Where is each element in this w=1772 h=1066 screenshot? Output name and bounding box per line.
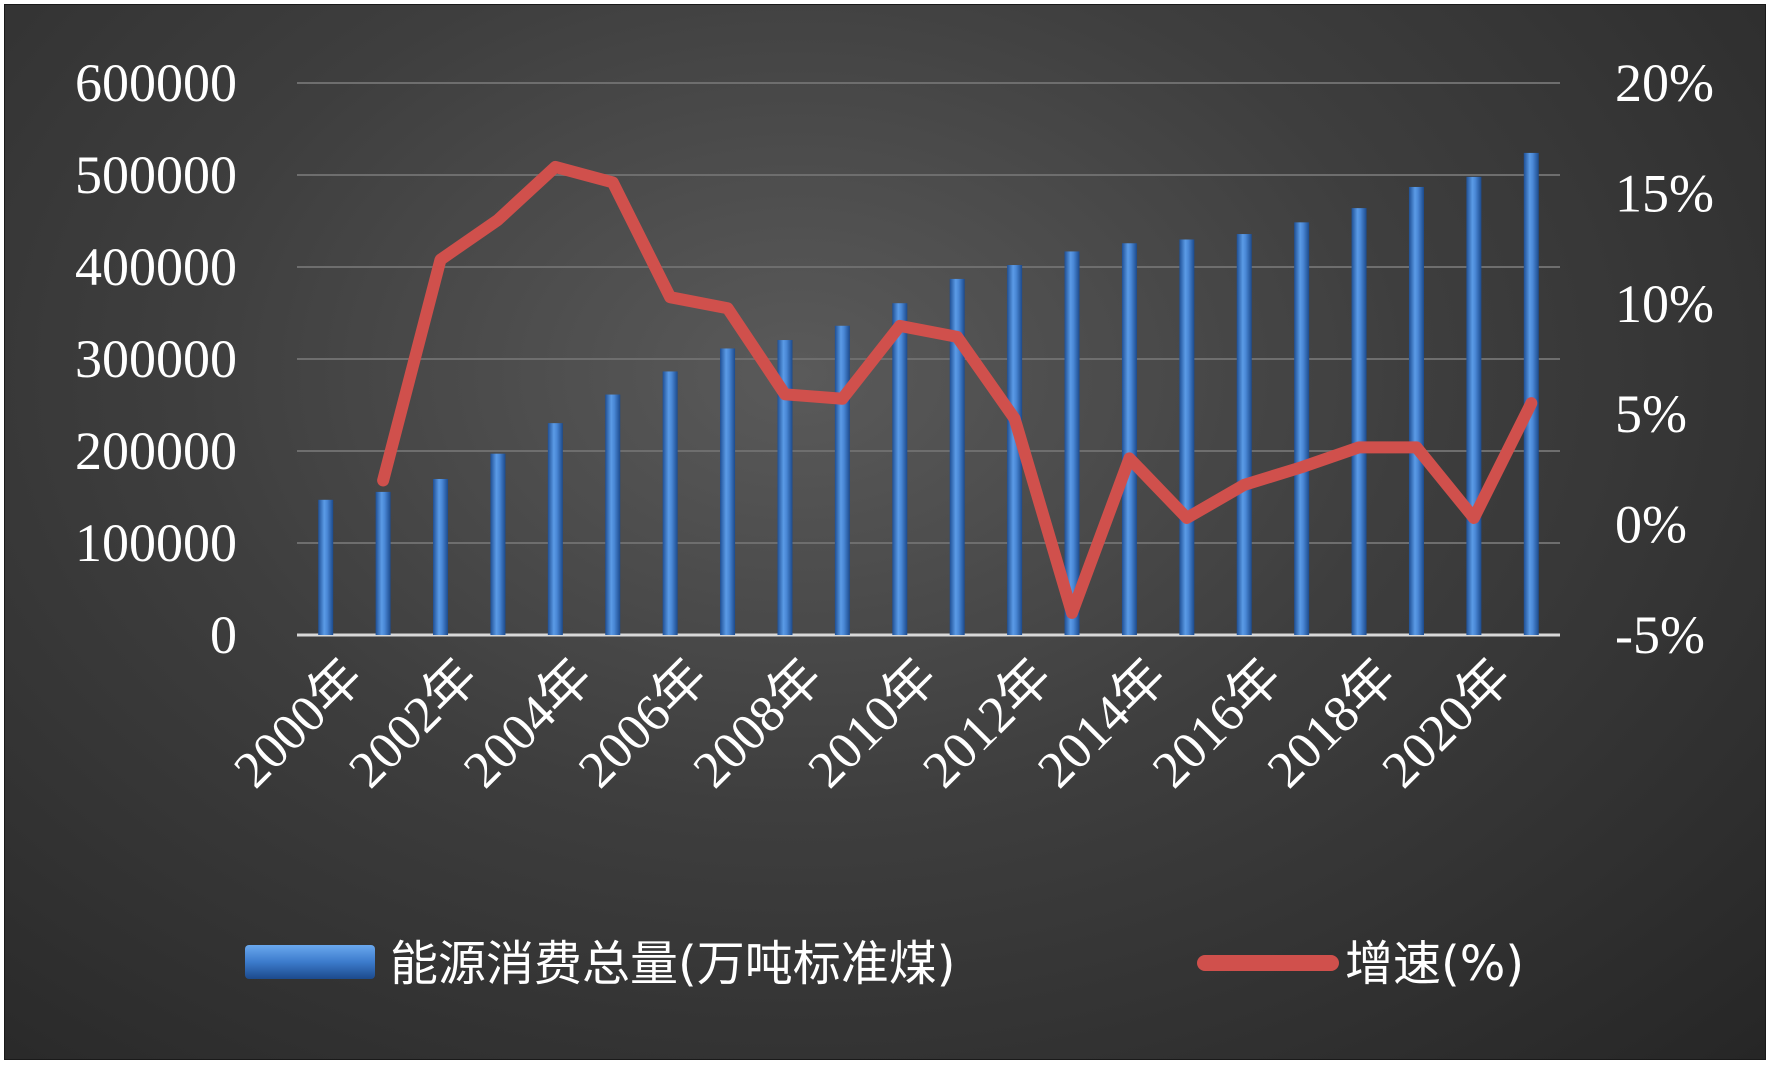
right-axis-tick-label: -5% [1615,605,1705,665]
bar-2016年 [1236,234,1252,636]
left-y-axis: 0 100000 200000 300000 400000 500000 600000 [75,53,237,665]
bar-2015年 [1179,239,1195,635]
bar-2009年 [834,325,850,635]
x-axis-tick-label: 2016年 [1142,648,1293,799]
bar-2019年 [1408,186,1424,635]
bar-2001年 [375,491,391,635]
x-axis: 2000年2002年2004年2006年2008年2010年2012年2014年… [224,648,1523,799]
x-axis-tick-label: 2002年 [338,648,489,799]
left-axis-tick-label: 600000 [75,53,237,113]
right-axis-tick-label: 15% [1615,163,1714,223]
x-axis-tick-label: 2014年 [1027,648,1178,799]
bar-2000年 [318,499,334,635]
chart-frame: 0 100000 200000 300000 400000 500000 600000 -5… [4,4,1766,1060]
left-axis-tick-label: 500000 [75,145,237,205]
bar-2017年 [1294,222,1310,635]
x-axis-tick-label: 2012年 [912,648,1063,799]
right-axis-tick-label: 5% [1615,384,1687,444]
bar-2002年 [433,478,449,635]
legend-line-label: 增速(%) [1345,936,1524,992]
left-axis-tick-label: 200000 [75,421,237,481]
left-axis-tick-label: 300000 [75,329,237,389]
x-axis-tick-label: 2000年 [224,648,375,799]
x-axis-tick-label: 2008年 [683,648,834,799]
x-axis-tick-label: 2018年 [1257,648,1408,799]
bar-2020年 [1466,176,1482,635]
left-axis-tick-label: 400000 [75,237,237,297]
bar-2011年 [949,278,965,635]
legend-bar-label: 能源消费总量(万吨标准煤) [390,936,955,992]
bar-2005年 [605,394,621,635]
bar-2018年 [1351,208,1367,635]
right-axis-tick-label: 0% [1615,495,1687,555]
x-axis-tick-label: 2010年 [798,648,949,799]
right-axis-tick-label: 20% [1615,53,1714,113]
legend: 能源消费总量(万吨标准煤) 增速(%) [245,936,1524,992]
bar-2012年 [1007,265,1023,635]
right-axis-tick-label: 10% [1615,274,1714,334]
x-axis-tick-label: 2004年 [453,648,604,799]
bar-2014年 [1121,243,1137,635]
bar-2008年 [777,340,793,635]
bar-2006年 [662,371,678,635]
right-y-axis: -5% 0% 5% 10% 15% 20% [1615,53,1714,665]
left-axis-tick-label: 100000 [75,513,237,573]
bar-2004年 [547,423,563,635]
bar-2003年 [490,453,506,635]
bar-2010年 [892,303,908,635]
bar-2013年 [1064,251,1080,635]
x-axis-tick-label: 2006年 [568,648,719,799]
growth-rate-line [377,160,1538,619]
left-axis-tick-label: 0 [210,605,237,665]
bar-2007年 [720,348,736,635]
energy-consumption-chart: 0 100000 200000 300000 400000 500000 600000 -5… [75,53,1714,992]
x-axis-tick-label: 2020年 [1372,648,1523,799]
legend-bar-swatch [245,945,375,979]
line-series [377,160,1538,619]
bar-series [318,152,1539,636]
grid-lines [297,82,1560,637]
bar-2021年 [1523,152,1539,636]
